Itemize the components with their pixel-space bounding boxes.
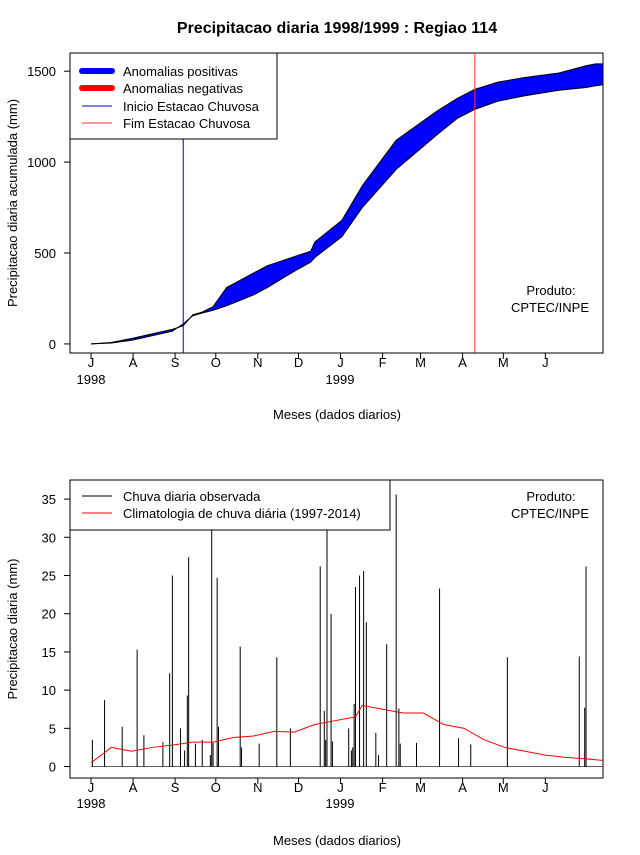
legend-label-end: Fim Estacao Chuvosa — [123, 116, 251, 131]
daily-ylabel: Precipitacao diaria (mm) — [5, 559, 20, 700]
daily-x-tick-label: J — [542, 780, 549, 795]
anomaly-positive-segment — [595, 63, 603, 87]
daily-y-tick-label: 25 — [42, 569, 56, 584]
daily-x-tick-label: D — [294, 780, 303, 795]
legend-label-start: Inicio Estacao Chuvosa — [123, 99, 260, 114]
daily-x-tick-label: N — [253, 780, 262, 795]
daily-x-tick-label: O — [211, 780, 221, 795]
axes-group: 0 500 1000 1500 J A S O N D J F M A M J — [27, 64, 549, 370]
daily-x-tick-label: J — [88, 780, 95, 795]
y-tick-label: 1000 — [27, 155, 56, 170]
daily-legend-box — [69, 479, 391, 531]
daily-x-tick-label: F — [379, 780, 387, 795]
daily-y-tick-label: 30 — [42, 530, 56, 545]
daily-y-tick-label: 0 — [49, 760, 56, 775]
daily-xlabel: Meses (dados diarios) — [273, 833, 401, 848]
x-tick-label: J — [542, 355, 549, 370]
daily-legend-label-observed: Chuva diaria observada — [123, 489, 261, 504]
x-tick-label: J — [88, 355, 95, 370]
observed-bars-group — [91, 494, 587, 767]
daily-x-tick-label: A — [458, 780, 467, 795]
y-tick-label: 500 — [34, 246, 56, 261]
anomaly-positive-segment — [436, 98, 458, 136]
climatology-cumulative-line — [90, 84, 603, 345]
x-tick-label: J — [337, 355, 344, 370]
daily-x-tick-label: J — [337, 780, 344, 795]
y-tick-label: 0 — [49, 337, 56, 352]
axes-group-daily: 0 5 10 15 20 25 30 35 J A S O N D J F M A M J — [42, 492, 549, 795]
page-title: Precipitacao diaria 1998/1999 : Regiao 1… — [177, 20, 497, 37]
cumulative-year-1999: 1999 — [326, 372, 355, 387]
daily-year-1999: 1999 — [326, 796, 355, 811]
climatology-daily-line — [90, 704, 603, 764]
cumulative-annotation-cptec: CPTEC/INPE — [511, 300, 589, 315]
cumulative-panel: 0 500 1000 1500 J A S O N D J F M A M J Precipitacao di… — [5, 52, 604, 422]
anomaly-positive-segment — [585, 63, 596, 88]
daily-y-tick-label: 35 — [42, 492, 56, 507]
y-tick-label: 1500 — [27, 64, 56, 79]
daily-annotation-produto: Produto: — [526, 489, 575, 504]
daily-y-tick-label: 20 — [42, 607, 56, 622]
daily-x-tick-label: S — [171, 780, 180, 795]
legend-label-negative: Anomalias negativas — [123, 81, 243, 96]
legend-box — [69, 52, 278, 140]
daily-y-tick-label: 15 — [42, 645, 56, 660]
daily-legend: Chuva diaria observada Climatologia de c… — [69, 479, 391, 531]
daily-legend-label-climatology: Climatologia de chuva diária (1997-2014) — [123, 506, 361, 521]
cumulative-ylabel: Precipitacao diaria acumulada (mm) — [5, 99, 20, 307]
x-tick-label: M — [498, 355, 509, 370]
cumulative-annotation-produto: Produto: — [526, 283, 575, 298]
daily-panel: 0 5 10 15 20 25 30 35 J A S O N D J F M A M J Precipitacao … — [5, 479, 604, 848]
daily-y-tick-label: 10 — [42, 683, 56, 698]
climatology-line-group — [90, 704, 603, 767]
daily-x-tick-label: M — [415, 780, 426, 795]
x-tick-label: A — [129, 355, 138, 370]
cumulative-legend: Anomalias positivas Anomalias negativas … — [69, 52, 278, 140]
x-tick-label: O — [211, 355, 221, 370]
x-tick-label: M — [415, 355, 426, 370]
anomaly-positive-segment — [362, 139, 397, 209]
x-tick-label: A — [458, 355, 467, 370]
x-tick-label: N — [253, 355, 262, 370]
daily-x-tick-label: M — [498, 780, 509, 795]
x-tick-label: D — [294, 355, 303, 370]
cumulative-year-1998: 1998 — [77, 372, 106, 387]
daily-x-tick-label: A — [129, 780, 138, 795]
anomaly-positive-segment — [226, 272, 255, 307]
legend-label-positive: Anomalias positivas — [123, 64, 238, 79]
daily-year-1998: 1998 — [77, 796, 106, 811]
x-tick-label: F — [379, 355, 387, 370]
cumulative-xlabel: Meses (dados diarios) — [273, 407, 401, 422]
x-tick-label: S — [171, 355, 180, 370]
daily-annotation-cptec: CPTEC/INPE — [511, 506, 589, 521]
daily-y-tick-label: 5 — [49, 721, 56, 736]
anomaly-positive-segment — [253, 265, 268, 296]
